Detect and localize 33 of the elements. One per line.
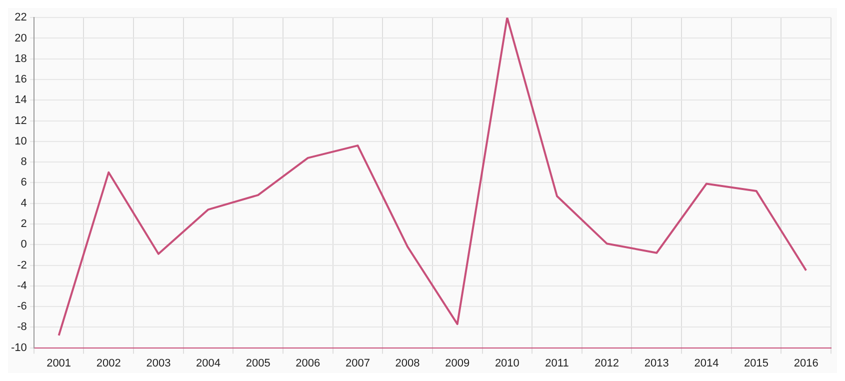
x-tick-label: 2009: [445, 357, 470, 370]
y-tick-label: 8: [20, 156, 27, 168]
x-tick-label: 2016: [794, 357, 818, 370]
x-tick-label: 2001: [46, 357, 72, 370]
y-tick-label: -6: [17, 300, 27, 313]
x-tick-label: 2003: [146, 357, 171, 370]
y-tick-label: -4: [17, 280, 27, 292]
x-tick-label: 2010: [494, 357, 520, 370]
x-tick-label: 2006: [296, 357, 320, 370]
y-tick-label: 2: [20, 218, 27, 230]
y-tick-label: 6: [20, 176, 27, 189]
y-tick-label: -8: [17, 321, 27, 334]
y-tick-label: 0: [20, 238, 27, 251]
x-tick-label: 2005: [246, 357, 270, 370]
x-tick-label: 2002: [96, 357, 121, 370]
y-tick-label: 14: [14, 94, 27, 106]
x-tick-label: 2011: [545, 357, 569, 370]
y-tick-label: 10: [14, 135, 27, 148]
y-tick-label: 20: [14, 32, 27, 44]
y-tick-label: 16: [14, 74, 27, 86]
y-tick-label: 4: [20, 197, 27, 210]
x-tick-label: 2012: [594, 357, 620, 370]
y-tick-label: -2: [17, 259, 27, 272]
x-tick-label: 2008: [395, 357, 420, 370]
y-tick-label: -10: [10, 342, 27, 354]
y-tick-label: 12: [14, 114, 27, 127]
y-tick-label: 22: [14, 12, 27, 24]
x-tick-label: 2015: [744, 357, 769, 370]
x-tick-label: 2014: [694, 357, 719, 370]
x-tick-label: 2004: [196, 357, 221, 370]
x-tick-label: 2013: [644, 357, 669, 370]
x-tick-label: 2007: [345, 357, 370, 370]
y-tick-label: 18: [14, 52, 27, 65]
